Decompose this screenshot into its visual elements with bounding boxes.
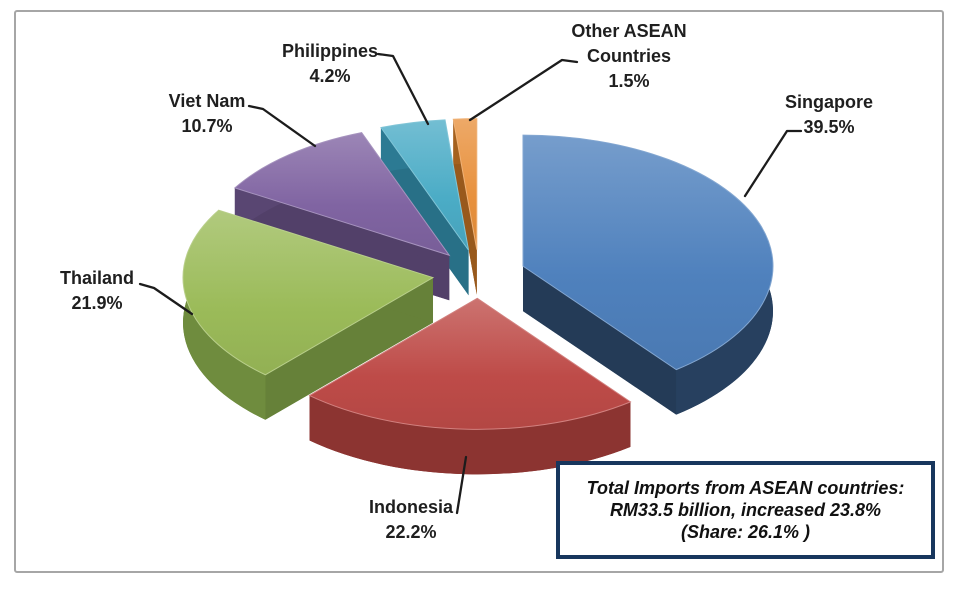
annotation-line: RM33.5 billion, increased 23.8% bbox=[609, 500, 882, 520]
leader-line-thailand bbox=[138, 282, 194, 316]
slice-label-text: Thailand bbox=[59, 268, 135, 288]
slice-label-text: Countries bbox=[586, 46, 672, 66]
slice-label-philippines: Philippines 4.2% bbox=[282, 39, 378, 89]
slice-label-pct: 10.7% bbox=[181, 116, 233, 136]
leader-line-philippines bbox=[376, 52, 430, 126]
pie-slice-indonesia bbox=[308, 297, 632, 430]
pie-slice-singapore-side-wall bbox=[522, 266, 677, 415]
slice-label-pct: 4.2% bbox=[309, 66, 351, 86]
annotation-line: (Share: 26.1% ) bbox=[680, 522, 811, 542]
slice-label-thailand: Thailand 21.9% bbox=[60, 266, 134, 316]
leader-line-vietnam bbox=[247, 104, 317, 148]
pie-slice-philippines bbox=[380, 119, 470, 251]
slice-label-pct: 39.5% bbox=[803, 117, 855, 137]
leader-line-singapore bbox=[743, 129, 803, 198]
leader-lines bbox=[138, 52, 803, 515]
slice-label-other-asean: Other ASEAN Countries 1.5% bbox=[571, 19, 686, 94]
slice-label-text: Indonesia bbox=[368, 497, 454, 517]
slice-label-text: Viet Nam bbox=[168, 91, 246, 111]
slice-label-pct: 21.9% bbox=[71, 293, 123, 313]
slice-label-indonesia: Indonesia 22.2% bbox=[369, 495, 453, 545]
pie-slice-thailand-side-wall bbox=[265, 277, 434, 420]
pie-slices bbox=[182, 118, 774, 475]
annotation-line: Total Imports from ASEAN countries: bbox=[586, 478, 905, 498]
slice-label-pct: 22.2% bbox=[385, 522, 437, 542]
total-imports-annotation-box: Total Imports from ASEAN countries: RM33… bbox=[556, 461, 935, 559]
pie-slice-indonesia-rim bbox=[309, 395, 631, 475]
slice-label-pct: 1.5% bbox=[608, 71, 650, 91]
leader-line-other-asean bbox=[468, 58, 579, 122]
pie-slice-viet-nam bbox=[233, 132, 451, 257]
slice-label-text: Other ASEAN bbox=[571, 21, 687, 41]
pie-slice-thailand bbox=[182, 209, 435, 376]
slice-label-text: Philippines bbox=[281, 41, 379, 61]
leader-line-indonesia bbox=[455, 455, 468, 515]
slice-label-vietnam: Viet Nam 10.7% bbox=[169, 89, 246, 139]
pie-slice-singapore bbox=[522, 134, 774, 371]
slice-label-singapore: Singapore 39.5% bbox=[785, 90, 873, 140]
slice-label-text: Singapore bbox=[784, 92, 874, 112]
pie-slice-other-asean-countries bbox=[452, 118, 478, 250]
